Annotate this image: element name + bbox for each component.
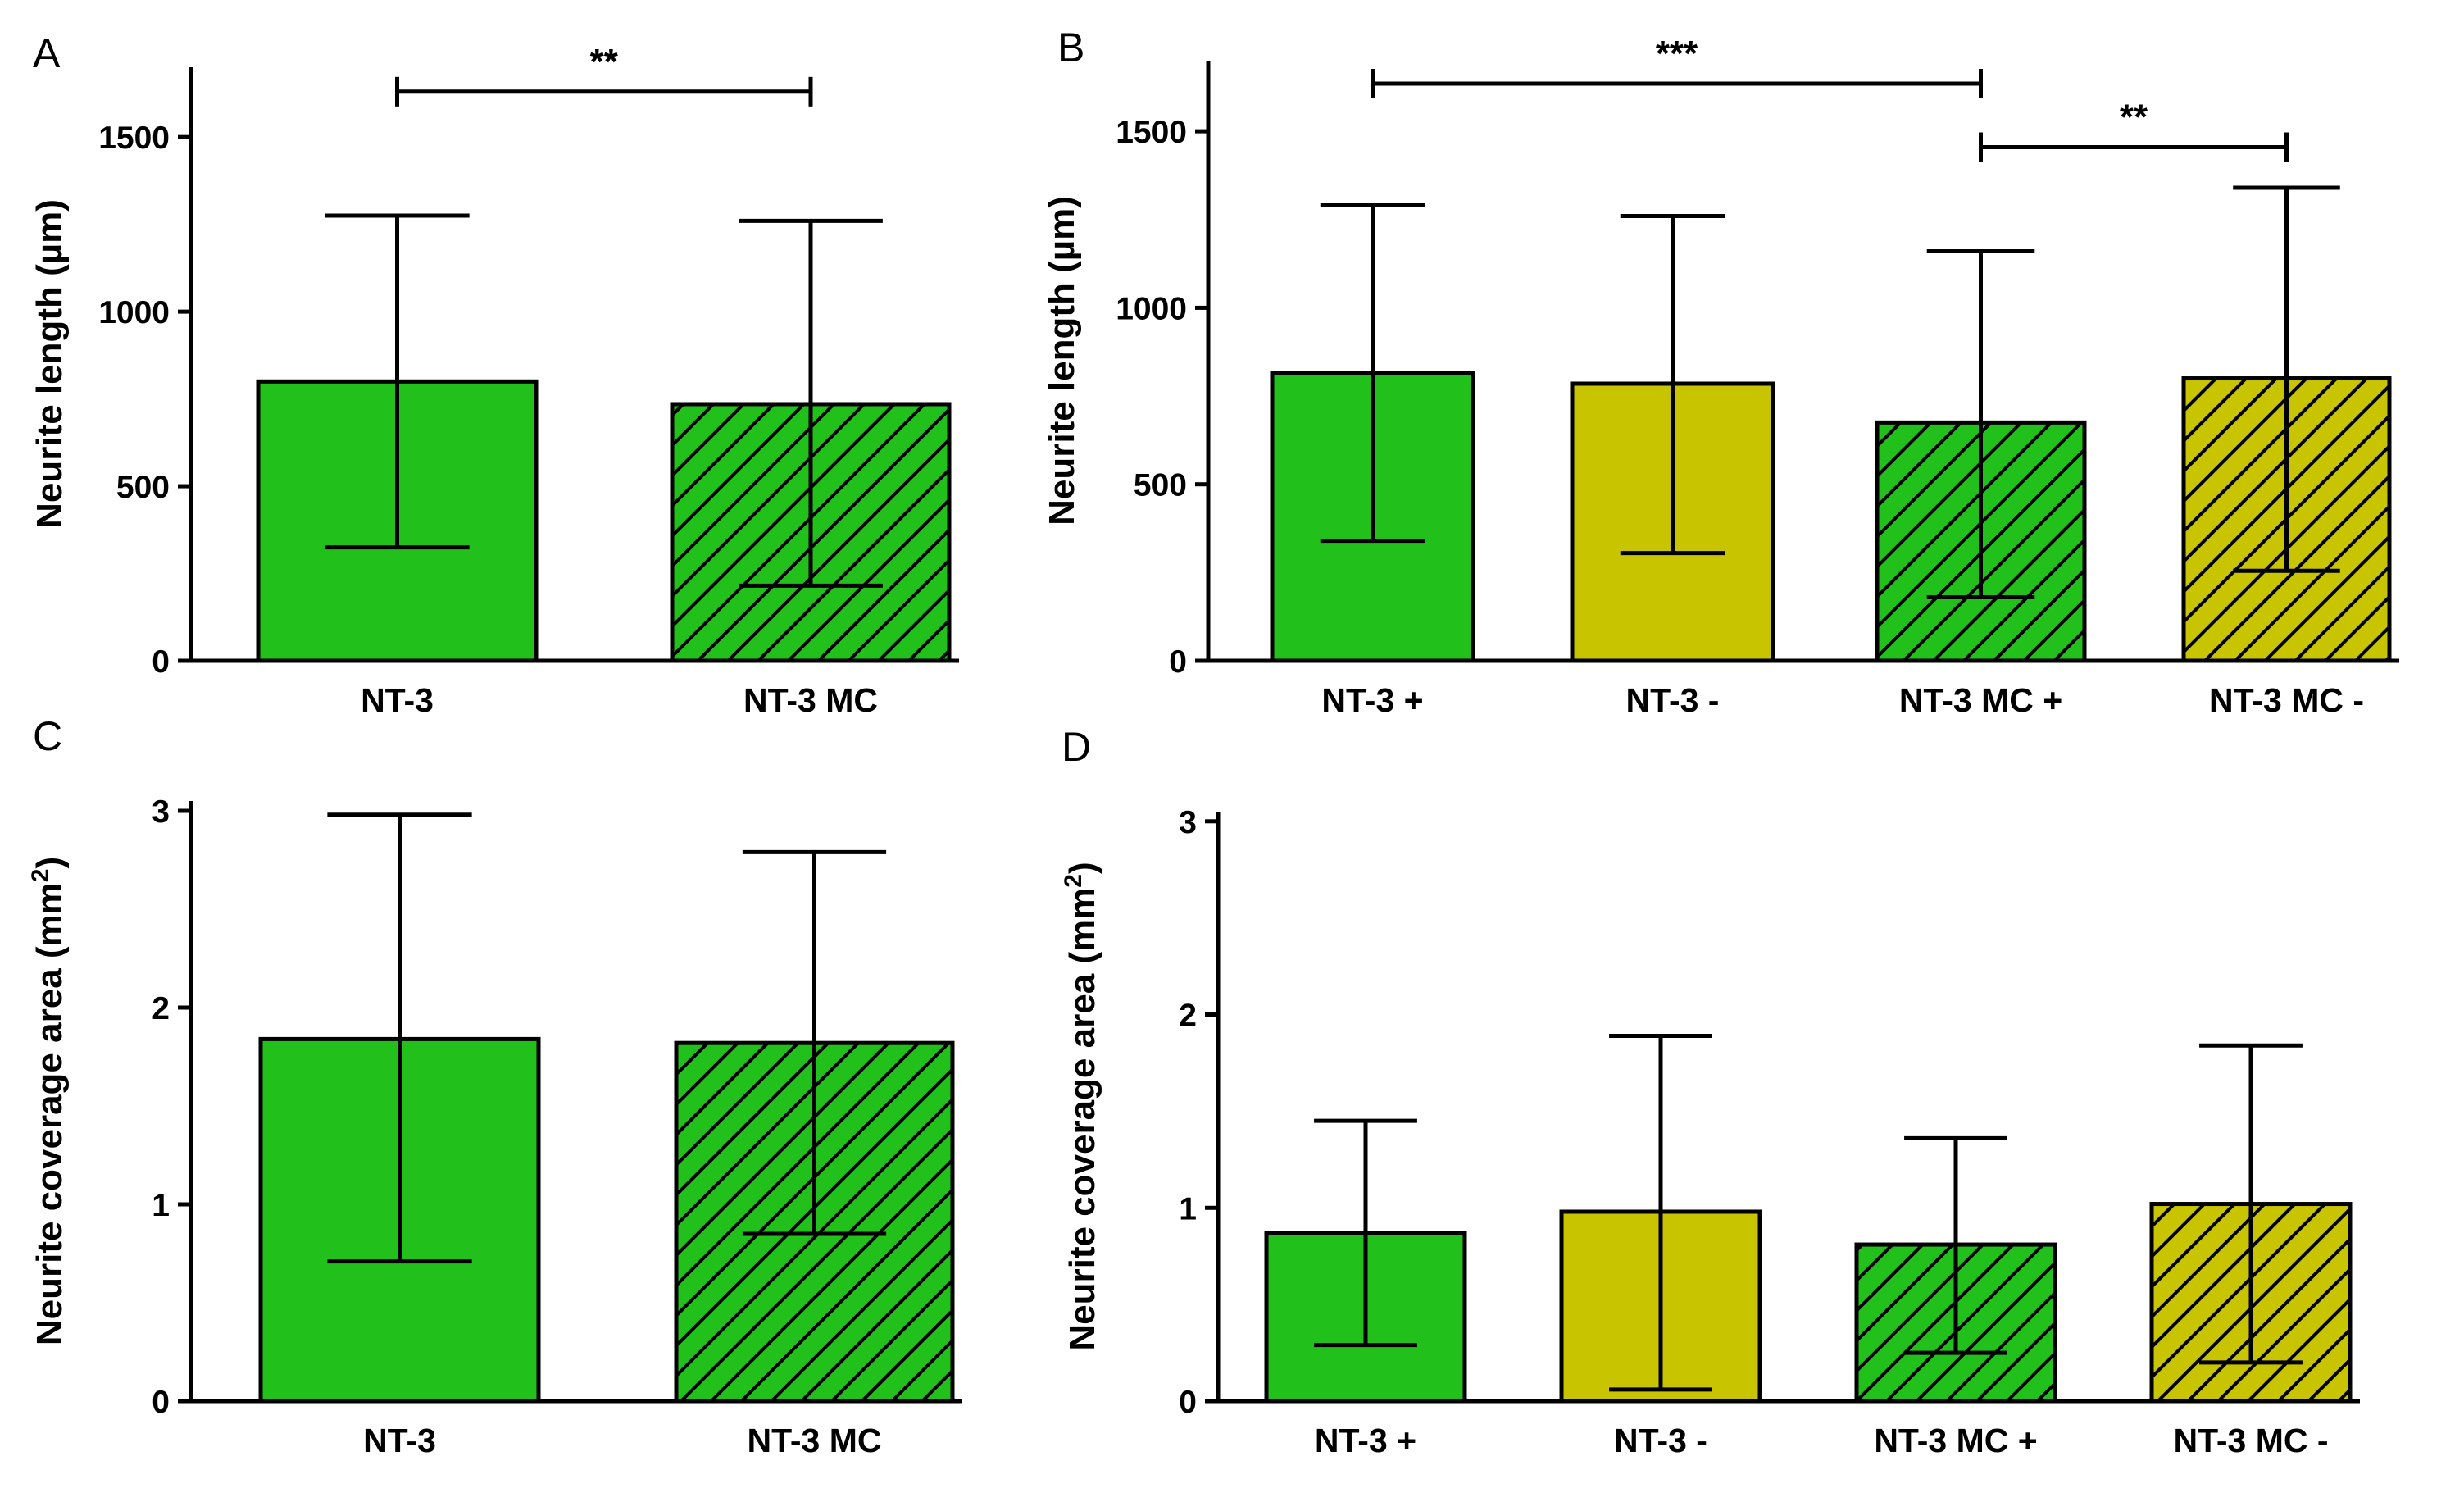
category-label: NT-3 + bbox=[1315, 1422, 1416, 1459]
panel-letter: A bbox=[33, 30, 61, 76]
y-tick-label: 1 bbox=[152, 1188, 170, 1223]
category-label: NT-3 MC - bbox=[2209, 681, 2364, 719]
category-label: NT-3 bbox=[361, 681, 434, 719]
category-label: NT-3 - bbox=[1626, 681, 1720, 719]
y-tick-label: 1000 bbox=[1116, 291, 1187, 326]
panel-c: C 0 1 2 3 Neurite coverage area (mm2) NT-3 NT-3… bbox=[27, 713, 962, 1459]
category-label: NT-3 MC bbox=[748, 1422, 882, 1459]
panel-letter: D bbox=[1062, 724, 1091, 770]
y-tick-label: 3 bbox=[152, 794, 170, 830]
y-tick-label: 0 bbox=[1179, 1385, 1197, 1420]
panel-letter: B bbox=[1057, 25, 1084, 71]
panel-b: B 0 500 1000 1500 Neurite length (µm) NT-3 + NT… bbox=[1042, 25, 2399, 719]
y-tick-label: 0 bbox=[152, 644, 170, 680]
category-label: NT-3 MC + bbox=[1874, 1422, 2037, 1459]
panel-d: D 0 1 2 3 Neurite coverage area (mm2) NT-3 + NT… bbox=[1060, 724, 2360, 1459]
y-axis-title: Neurite coverage area (mm2) bbox=[1060, 862, 1103, 1350]
significance-label: ** bbox=[2120, 97, 2148, 137]
y-tick-label: 1000 bbox=[98, 295, 170, 330]
panel-letter: C bbox=[33, 713, 62, 759]
category-label: NT-3 + bbox=[1321, 681, 1423, 719]
category-label: NT-3 - bbox=[1614, 1422, 1707, 1459]
y-tick-label: 1500 bbox=[98, 121, 170, 156]
y-tick-label: 1 bbox=[1179, 1191, 1197, 1226]
y-axis-title: Neurite length (µm) bbox=[30, 199, 70, 529]
y-tick-label: 0 bbox=[152, 1385, 170, 1420]
y-axis-title: Neurite coverage area (mm2) bbox=[27, 857, 70, 1345]
significance-label: ** bbox=[590, 42, 619, 82]
y-tick-label: 2 bbox=[152, 991, 170, 1026]
significance-label: *** bbox=[1656, 34, 1698, 74]
y-tick-label: 0 bbox=[1169, 644, 1187, 680]
y-axis-title: Neurite length (µm) bbox=[1042, 196, 1082, 526]
category-label: NT-3 MC - bbox=[2173, 1422, 2328, 1459]
y-tick-label: 1500 bbox=[1116, 115, 1187, 150]
category-label: NT-3 MC bbox=[743, 681, 878, 719]
y-tick-label: 2 bbox=[1179, 999, 1197, 1034]
panel-a: A 0 500 1000 1500 Neurite length (µm) NT-3 NT-3… bbox=[30, 30, 959, 719]
category-label: NT-3 bbox=[363, 1422, 436, 1459]
y-tick-label: 500 bbox=[1134, 468, 1187, 503]
y-tick-label: 3 bbox=[1179, 805, 1197, 840]
y-tick-label: 500 bbox=[116, 470, 170, 505]
category-label: NT-3 MC + bbox=[1899, 681, 2062, 719]
